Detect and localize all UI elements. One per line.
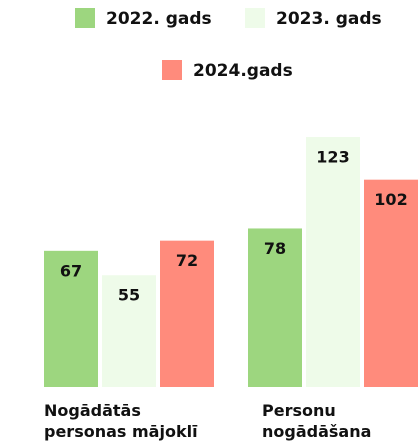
category-label: Personu nogādāšana bbox=[262, 401, 372, 441]
legend-label: 2023. gads bbox=[276, 9, 382, 29]
legend-label: 2022. gads bbox=[106, 9, 212, 29]
bar bbox=[160, 240, 214, 387]
legend-label: 2024.gads bbox=[193, 61, 293, 81]
category-label: Nogādātās personas mājoklī bbox=[44, 401, 198, 441]
legend-swatch bbox=[75, 8, 95, 28]
bar bbox=[248, 228, 302, 387]
legend-swatch bbox=[245, 8, 265, 28]
bar bbox=[44, 250, 98, 387]
data-label: 102 bbox=[374, 190, 407, 209]
data-label: 55 bbox=[118, 286, 140, 305]
legend-swatch bbox=[162, 60, 182, 80]
bar bbox=[102, 275, 156, 387]
data-label: 67 bbox=[60, 261, 82, 280]
bar bbox=[306, 137, 360, 387]
data-label: 123 bbox=[316, 148, 349, 167]
data-label: 78 bbox=[264, 239, 286, 258]
data-label: 72 bbox=[176, 251, 198, 270]
bar bbox=[364, 179, 418, 387]
